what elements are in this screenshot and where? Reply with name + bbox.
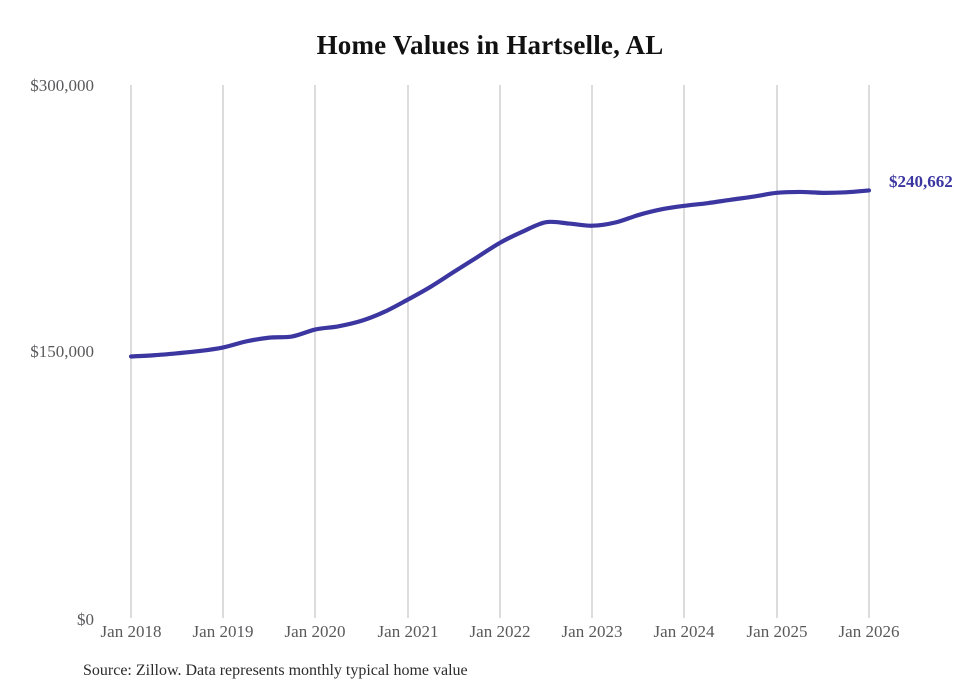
source-note: Source: Zillow. Data represents monthly … bbox=[83, 662, 468, 679]
xtick-label-jan-2024: Jan 2024 bbox=[653, 622, 715, 641]
xtick-label-jan-2021: Jan 2021 bbox=[377, 622, 439, 641]
xtick-label-jan-2022: Jan 2022 bbox=[469, 622, 531, 641]
xtick-label-jan-2026: Jan 2026 bbox=[838, 622, 900, 641]
ytick-label-0: $0 bbox=[77, 610, 94, 629]
xtick-label-jan-2025: Jan 2025 bbox=[746, 622, 808, 641]
series-line-typical-home-value bbox=[128, 188, 872, 359]
ytick-label-150000: $150,000 bbox=[30, 342, 94, 361]
xtick-label-jan-2018: Jan 2018 bbox=[100, 622, 162, 641]
xtick-label-jan-2020: Jan 2020 bbox=[284, 622, 346, 641]
end-value-annotation: $240,662 bbox=[889, 172, 953, 191]
chart-title: Home Values in Hartselle, AL bbox=[316, 30, 664, 60]
ytick-label-300000: $300,000 bbox=[30, 76, 94, 95]
xtick-label-jan-2019: Jan 2019 bbox=[192, 622, 254, 641]
vertical-gridlines bbox=[130, 85, 870, 618]
xtick-label-jan-2023: Jan 2023 bbox=[561, 622, 623, 641]
